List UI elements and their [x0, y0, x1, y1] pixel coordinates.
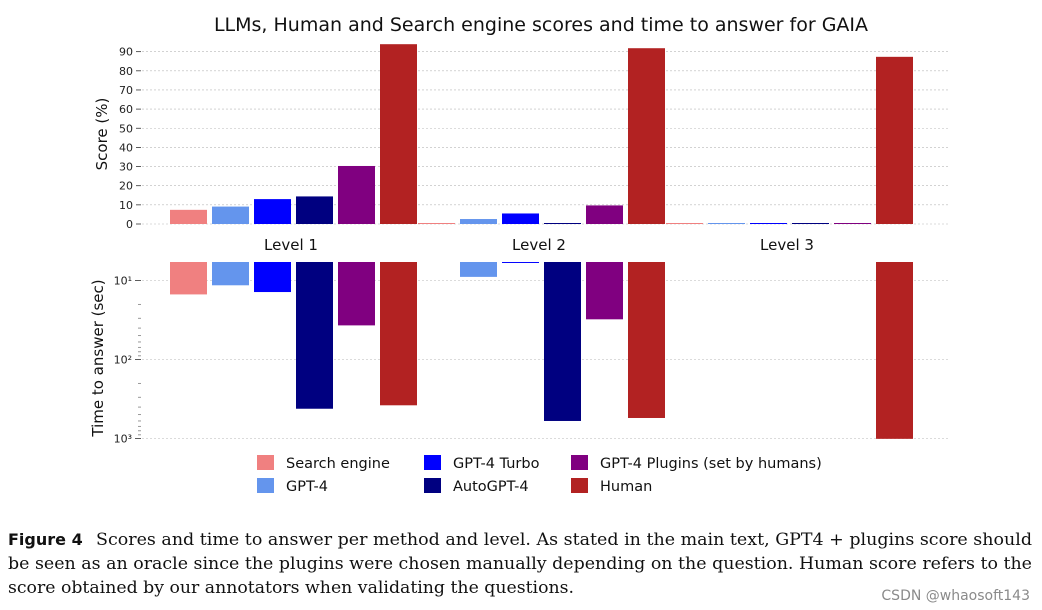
- time-bar: [586, 262, 623, 320]
- time-bar: [380, 262, 417, 406]
- level-label-3: Level 3: [760, 236, 814, 254]
- score-bar: [586, 205, 623, 224]
- legend-label: GPT-4: [286, 479, 328, 495]
- time-plot: Time to answer (sec) 10¹ 10² 10³: [89, 262, 950, 446]
- figure-caption: Figure 4 Scores and time to answer per m…: [8, 530, 1032, 597]
- score-plot: Score (%) 0 10 20 30 40 50 60 70 80 90: [93, 44, 950, 231]
- time-bar: [212, 262, 249, 286]
- score-tick-label: 60: [119, 103, 133, 116]
- time-bar: [876, 262, 913, 439]
- legend: Search engine GPT-4 GPT-4 Turbo AutoGPT-4 GP…: [257, 455, 822, 495]
- score-bar: [502, 213, 539, 224]
- time-bar: [254, 262, 291, 293]
- score-tick-label: 50: [119, 122, 133, 135]
- watermark: CSDN @whaosoft143: [881, 588, 1030, 604]
- legend-label: GPT-4 Plugins (set by humans): [600, 456, 822, 472]
- score-ticks: 0 10 20 30 40 50 60 70 80 90: [119, 46, 141, 231]
- score-tick-label: 40: [119, 141, 133, 154]
- time-bars: [170, 262, 913, 439]
- legend-label: Human: [600, 479, 652, 495]
- score-grid: [142, 51, 950, 225]
- time-bar: [170, 262, 207, 295]
- score-tick-label: 10: [119, 199, 133, 212]
- score-tick-label: 90: [119, 46, 133, 59]
- score-bar: [876, 56, 913, 224]
- time-bar: [338, 262, 375, 326]
- time-tick-label: 10¹: [114, 275, 132, 288]
- time-tick-label: 10²: [114, 354, 132, 367]
- score-tick-label: 80: [119, 65, 133, 78]
- legend-label: GPT-4 Turbo: [453, 456, 540, 472]
- caption-line-2: be seen as an oracle since the plugins w…: [8, 554, 1032, 573]
- legend-swatch: [257, 455, 274, 470]
- score-bar: [418, 223, 455, 224]
- time-bar: [502, 262, 539, 263]
- legend-swatch: [424, 455, 441, 470]
- caption-label: Figure 4: [8, 530, 83, 549]
- score-bar: [380, 44, 417, 224]
- legend-label: Search engine: [286, 456, 390, 472]
- score-bar: [750, 223, 787, 224]
- score-tick-label: 0: [126, 218, 133, 231]
- score-bar: [708, 223, 745, 224]
- score-bar: [296, 196, 333, 224]
- score-bar: [628, 48, 665, 224]
- score-bar: [544, 223, 581, 224]
- score-tick-label: 30: [119, 161, 133, 174]
- score-bar: [666, 223, 703, 224]
- score-bars: [170, 44, 913, 224]
- time-y-label: Time to answer (sec): [89, 279, 107, 437]
- score-bar: [338, 165, 375, 224]
- score-tick-label: 20: [119, 180, 133, 193]
- chart-title: LLMs, Human and Search engine scores and…: [214, 14, 868, 36]
- legend-swatch: [424, 478, 441, 493]
- time-bar: [296, 262, 333, 409]
- legend-swatch: [257, 478, 274, 493]
- score-y-label: Score (%): [93, 98, 111, 171]
- level-labels: Level 1 Level 2 Level 3: [264, 236, 814, 254]
- score-tick-label: 70: [119, 84, 133, 97]
- time-tick-label: 10³: [114, 433, 132, 446]
- time-bar: [544, 262, 581, 421]
- score-bar: [792, 223, 829, 224]
- time-bar: [460, 262, 497, 277]
- score-bar: [170, 209, 207, 224]
- score-bar: [460, 219, 497, 224]
- time-ticks: 10¹ 10² 10³: [114, 275, 141, 446]
- time-bar: [628, 262, 665, 418]
- legend-swatch: [571, 455, 588, 470]
- caption-line-1: Scores and time to answer per method and…: [96, 530, 1032, 549]
- legend-swatch: [571, 478, 588, 493]
- level-label-2: Level 2: [512, 236, 566, 254]
- legend-label: AutoGPT-4: [453, 479, 529, 495]
- score-bar: [254, 199, 291, 224]
- score-bar: [834, 223, 871, 224]
- level-label-1: Level 1: [264, 236, 318, 254]
- caption-line-3: score obtained by our annotators when va…: [8, 578, 574, 597]
- score-bar: [212, 206, 249, 224]
